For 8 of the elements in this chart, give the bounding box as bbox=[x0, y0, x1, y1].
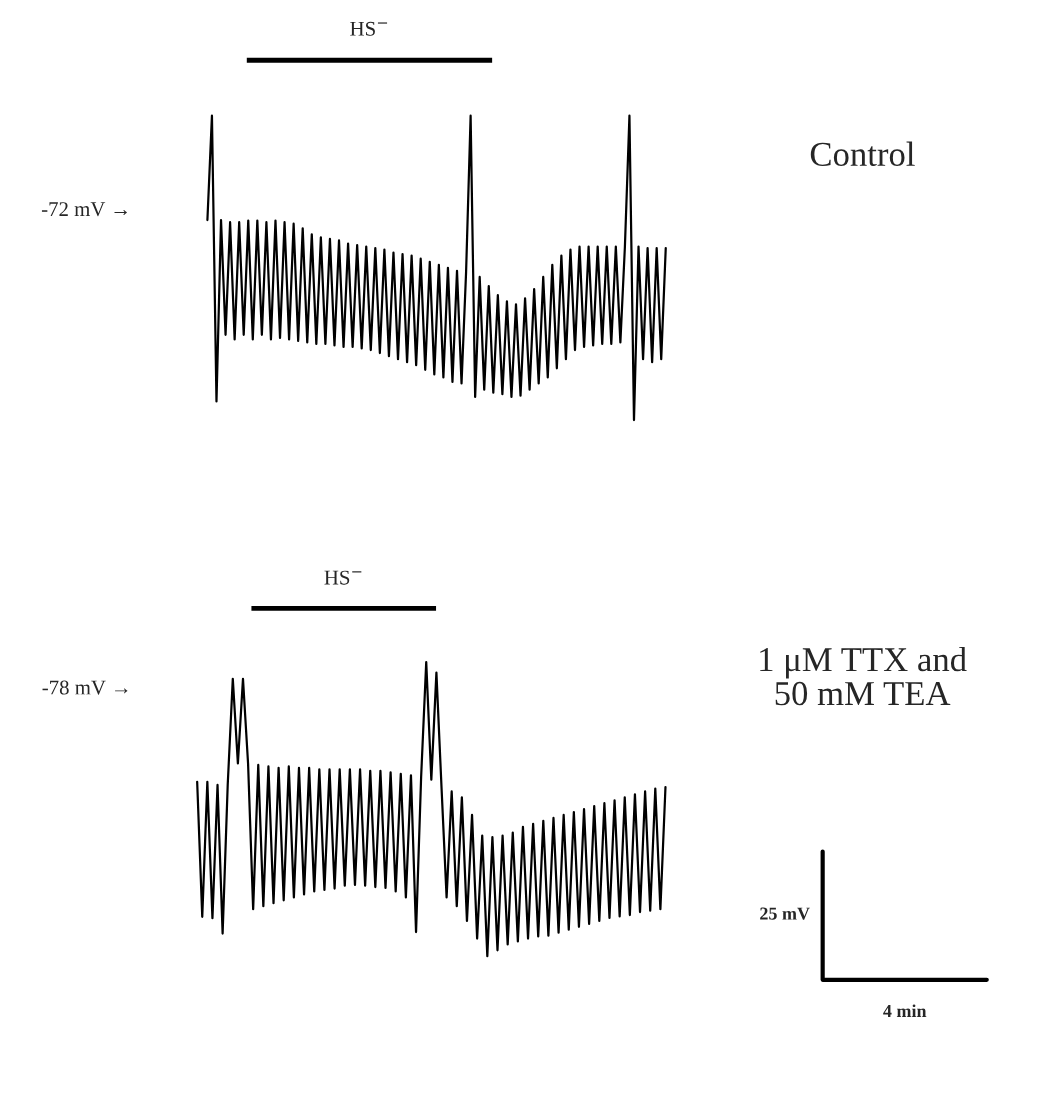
text: -72 mV → bbox=[41, 202, 127, 217]
text: -78 mV → bbox=[42, 680, 128, 695]
text: 25 mV bbox=[760, 907, 810, 920]
text: HS$^{−}$ bbox=[350, 21, 388, 36]
text: 1 μM TTX and 50 mM TEA bbox=[760, 646, 967, 706]
text: 4 min bbox=[883, 1004, 927, 1017]
text: HS$^{−}$ bbox=[324, 570, 362, 585]
text: Control bbox=[810, 141, 915, 167]
